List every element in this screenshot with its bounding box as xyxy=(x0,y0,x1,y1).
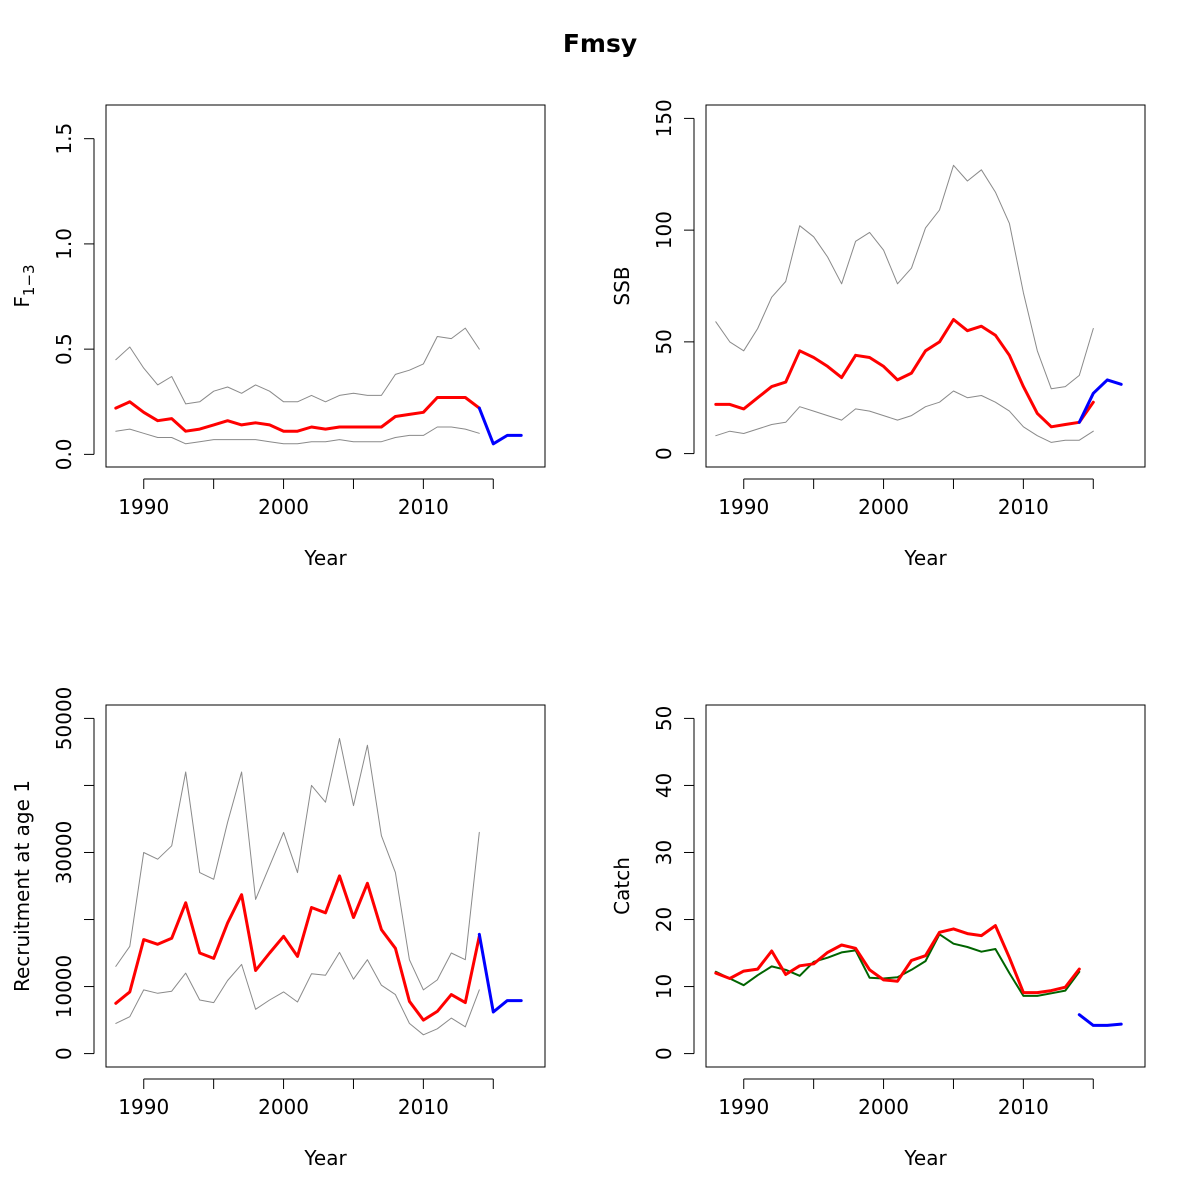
x-tick-label: 2010 xyxy=(398,1095,449,1119)
panel-f: 1990 2000 2010 Year 0.0 0.5 1.0 1.5 F1−3 xyxy=(10,104,546,570)
y-tick-label: 0.0 xyxy=(52,438,76,470)
series-line-lower xyxy=(715,390,1094,443)
y-tick-label: 0 xyxy=(652,1047,676,1060)
y-tick-label: 40 xyxy=(652,773,676,798)
plot-frame xyxy=(705,704,1146,1068)
x-tick-label: 2010 xyxy=(998,495,1049,519)
y-tick-label: 150 xyxy=(652,99,676,137)
series-line-projection xyxy=(477,406,523,446)
panel-catch: 1990 2000 2010 Year 0 10 20 30 40 50 Catch xyxy=(610,704,1146,1170)
x-axis-label: Year xyxy=(903,546,947,570)
plot-frame xyxy=(105,104,546,468)
plot-frame xyxy=(105,704,546,1068)
plot-frame xyxy=(705,104,1146,468)
series-line-upper xyxy=(115,738,480,991)
x-tick-label: 2000 xyxy=(858,1095,909,1119)
y-tick-label: 10000 xyxy=(52,955,76,1019)
panel-ssb: 1990 2000 2010 Year 0 50 100 150 SSB xyxy=(610,99,1146,570)
y-axis-label: F1−3 xyxy=(10,264,38,307)
x-tick-label: 1990 xyxy=(118,495,169,519)
series-line-upper xyxy=(715,164,1094,390)
x-tick-label: 2000 xyxy=(258,495,309,519)
series-line-projection xyxy=(477,932,523,1014)
x-tick-label: 1990 xyxy=(118,1095,169,1119)
y-tick-label: 50000 xyxy=(52,687,76,751)
x-tick-label: 1990 xyxy=(718,495,769,519)
y-tick-label: 50 xyxy=(652,706,676,731)
series-line-upper xyxy=(115,327,480,405)
x-axis-label: Year xyxy=(303,1146,347,1170)
y-tick-label: 1.0 xyxy=(52,228,76,260)
x-tick-label: 2010 xyxy=(398,495,449,519)
y-tick-label: 30 xyxy=(652,840,676,865)
series-line-projection xyxy=(1077,1013,1123,1027)
series-line-projection xyxy=(1077,378,1123,424)
y-axis-label: Recruitment at age 1 xyxy=(10,780,34,992)
y-tick-label: 1.5 xyxy=(52,123,76,155)
y-tick-label: 0 xyxy=(652,447,676,460)
y-axis-label: Catch xyxy=(610,857,634,915)
series-line-lower xyxy=(115,951,480,1036)
panel-recruitment: 1990 2000 2010 Year 0 10000 30000 50000 Recruitm… xyxy=(10,687,546,1170)
y-tick-label: 20 xyxy=(652,907,676,932)
y-tick-label: 30000 xyxy=(52,821,76,885)
figure-title: Fmsy xyxy=(563,29,637,58)
x-axis-label: Year xyxy=(903,1146,947,1170)
x-tick-label: 2000 xyxy=(858,495,909,519)
series-line-median xyxy=(114,396,481,433)
x-tick-label: 2010 xyxy=(998,1095,1049,1119)
y-tick-label: 0 xyxy=(52,1047,76,1060)
x-tick-label: 1990 xyxy=(718,1095,769,1119)
series-line-observed xyxy=(714,933,1081,997)
y-tick-label: 100 xyxy=(652,211,676,249)
y-axis-label-subscript: 1−3 xyxy=(20,264,38,296)
series-line-median xyxy=(114,874,481,1022)
y-tick-label: 10 xyxy=(652,974,676,999)
x-tick-label: 2000 xyxy=(258,1095,309,1119)
y-tick-label: 50 xyxy=(652,329,676,354)
x-axis-label: Year xyxy=(303,546,347,570)
y-axis-label: SSB xyxy=(610,266,634,305)
series-line-median xyxy=(714,924,1081,995)
series-line-lower xyxy=(115,426,480,445)
series-line-median xyxy=(714,318,1095,429)
y-tick-label: 0.5 xyxy=(52,333,76,365)
